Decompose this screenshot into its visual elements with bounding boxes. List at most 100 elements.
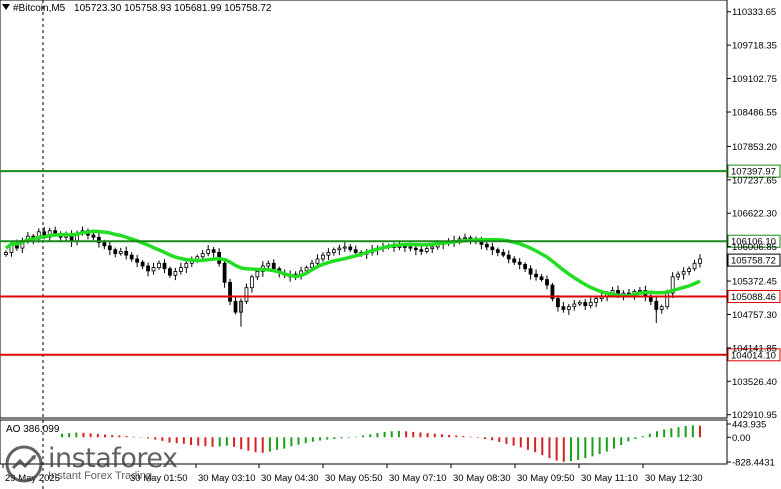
- candle-body: [676, 273, 681, 278]
- candle-body: [178, 267, 183, 272]
- candle-body: [113, 249, 118, 254]
- candle-body: [206, 249, 211, 254]
- candle-body: [517, 261, 522, 265]
- candle-body: [140, 261, 145, 267]
- price-tick-label: 106622.30: [732, 209, 777, 220]
- candle-body: [184, 262, 189, 269]
- level-price-box: [727, 289, 781, 303]
- chart-header: #Bitcoin,M5 105723.30 105758.93 105681.9…: [2, 3, 271, 14]
- candle-body: [315, 258, 320, 264]
- candle-body: [233, 300, 238, 313]
- candle-body: [255, 271, 260, 278]
- candle-body: [211, 249, 216, 253]
- time-tick-label: 30 May 12:30: [645, 473, 703, 484]
- candle-body: [124, 250, 129, 256]
- candle-body: [162, 262, 167, 270]
- ao-tick-label: -828.4431: [732, 458, 775, 469]
- candle-body: [506, 254, 511, 260]
- level-price-box: [727, 164, 781, 178]
- candles: [4, 226, 702, 327]
- level-lines: 107397.97 106106.10 105088.46 104014.10 1057…: [0, 164, 781, 362]
- time-tick-label: 30 May 04:30: [261, 473, 319, 484]
- time-tick-label: 30 May 07:10: [389, 473, 447, 484]
- price-tick-label: 103526.40: [732, 377, 777, 388]
- candle-body: [342, 246, 347, 249]
- candle-body: [698, 258, 702, 264]
- ma-line: [4, 229, 701, 298]
- candle-body: [430, 246, 435, 250]
- candle-body: [353, 249, 358, 253]
- time-tick-label: 30 May 08:30: [453, 473, 511, 484]
- candle-body: [173, 271, 178, 276]
- candle-body: [692, 262, 697, 270]
- level-price-label: 107397.97: [731, 167, 776, 178]
- candle-body: [244, 287, 249, 302]
- candle-body: [348, 246, 353, 251]
- candle-body: [566, 306, 571, 310]
- time-tick-label: 30 May 09:50: [517, 473, 575, 484]
- candle-body: [146, 265, 150, 272]
- candle-body: [102, 242, 107, 247]
- price-tick-label: 107853.20: [732, 142, 777, 153]
- candle-body: [271, 262, 276, 270]
- candle-body: [266, 262, 271, 267]
- candle-body: [91, 234, 96, 238]
- candle-body: [331, 249, 336, 253]
- price-tick-label: 104141.85: [732, 343, 777, 354]
- candle-body: [550, 284, 555, 299]
- candle-body: [151, 267, 156, 272]
- price-tick-label: 110333.65: [732, 7, 776, 18]
- brand-tagline: Instant Forex Trading: [48, 470, 152, 482]
- current-price-label: 105758.72: [731, 256, 776, 267]
- level-price-box: [727, 348, 781, 362]
- price-tick-label: 105372.45: [732, 277, 777, 288]
- candle-body: [107, 245, 112, 251]
- price-pane[interactable]: [0, 0, 728, 419]
- candle-body: [561, 306, 566, 310]
- price-tick-label: 108486.55: [732, 108, 777, 119]
- ao-tick-label: 443.935: [732, 420, 766, 431]
- candle-body: [321, 254, 325, 260]
- brand-name: instaforex: [48, 443, 178, 474]
- ao-axis: 443.935 0.00 -828.4431: [727, 420, 775, 469]
- watermark-logo: instaforex Instant Forex Trading: [4, 443, 178, 484]
- level-price-box: [727, 234, 781, 248]
- price-axis: 110333.65 109718.35 109102.75 108486.55 1078…: [727, 7, 777, 421]
- candle-body: [157, 262, 161, 269]
- candle-body: [135, 258, 140, 263]
- candle-body: [681, 271, 686, 275]
- candle-body: [512, 258, 517, 263]
- candle-body: [304, 267, 309, 272]
- candle-body: [403, 246, 407, 248]
- current-price-box: [727, 253, 781, 267]
- time-tick-label: 30 May 05:50: [325, 473, 383, 484]
- candle-body: [118, 250, 123, 254]
- candle-body: [413, 247, 418, 251]
- candle-body: [250, 276, 254, 289]
- candle-body: [583, 301, 588, 307]
- candle-body: [534, 273, 538, 278]
- price-tick-label: 104757.30: [732, 310, 777, 321]
- price-tick-label: 109718.35: [732, 41, 777, 52]
- candle-body: [687, 268, 691, 272]
- level-price-label: 105088.46: [731, 292, 776, 303]
- ohlc-readout: 105723.30 105758.93 105681.99 105758.72: [74, 3, 272, 14]
- price-tick-label: 107237.65: [732, 175, 777, 186]
- candle-body: [539, 276, 544, 280]
- candle-body: [463, 237, 467, 240]
- moving-average-line: [4, 229, 701, 298]
- price-tick-label: 106006.85: [732, 242, 777, 253]
- candle-body: [495, 249, 500, 253]
- candle-body: [408, 246, 413, 249]
- symbol-label: #Bitcoin,M5: [13, 3, 66, 14]
- ao-bars: [61, 425, 701, 462]
- candle-body: [4, 252, 8, 256]
- dropdown-triangle-icon[interactable]: [2, 4, 10, 10]
- candle-body: [545, 279, 549, 286]
- candle-body: [501, 252, 506, 256]
- candle-body: [337, 247, 342, 251]
- candle-body: [200, 253, 205, 258]
- candle-body: [556, 298, 560, 308]
- candle-body: [523, 263, 528, 270]
